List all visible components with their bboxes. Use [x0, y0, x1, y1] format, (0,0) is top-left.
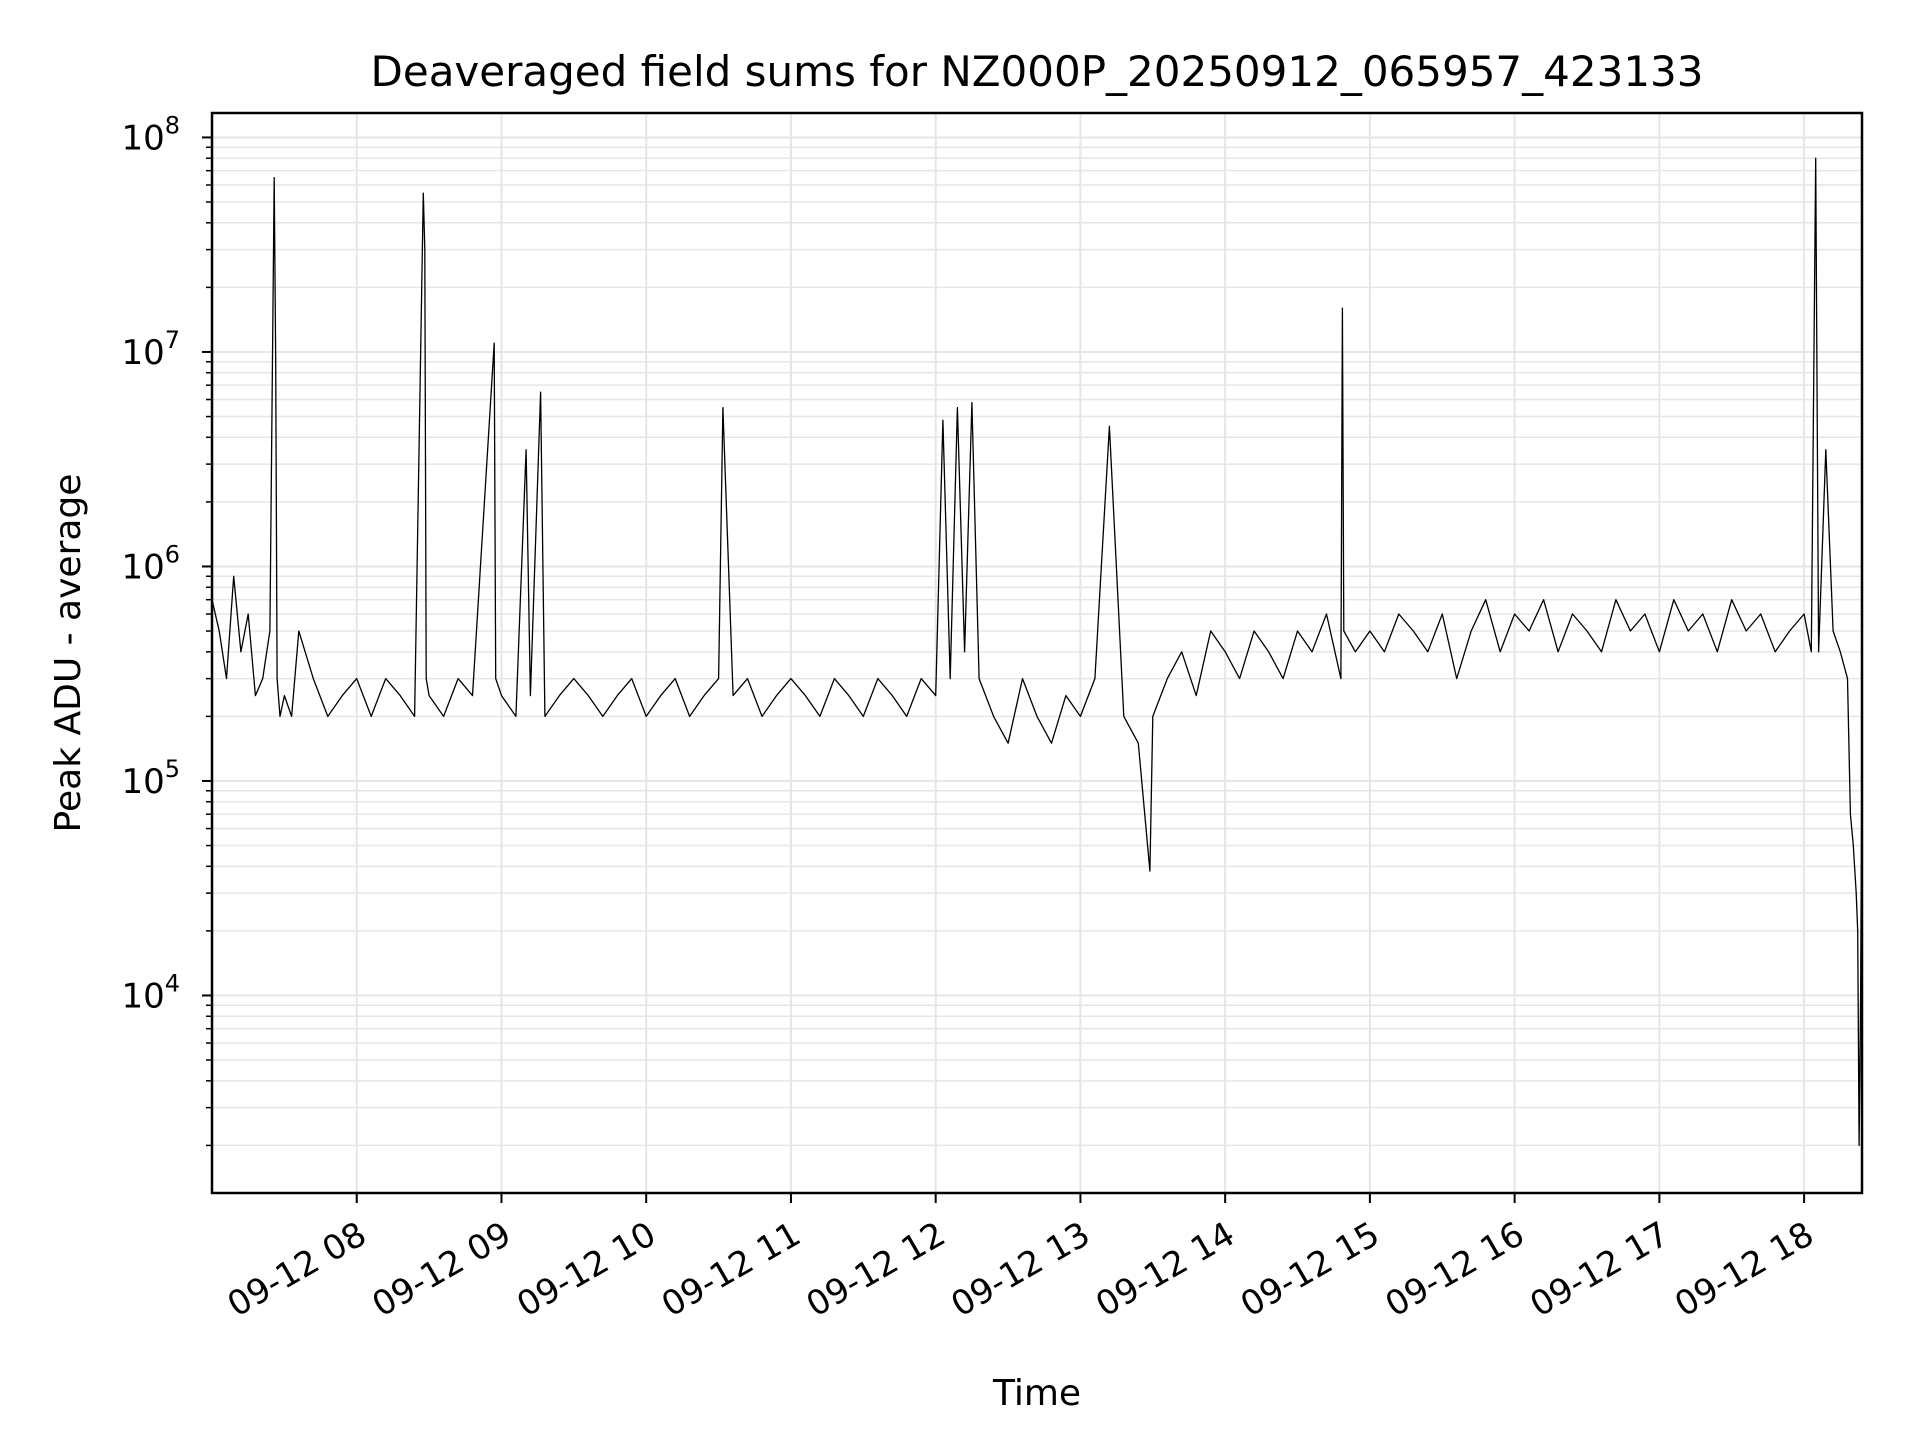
x-axis-label: Time: [992, 1373, 1081, 1414]
grid-lines: [212, 113, 1862, 1193]
y-tick-label: 107: [121, 326, 180, 373]
y-axis: 104 105 106 107 108: [121, 111, 212, 1147]
y-tick-label: 108: [121, 111, 180, 158]
chart-title: Deaveraged field sums for NZ000P_2025091…: [371, 47, 1704, 96]
y-tick-label: 106: [121, 540, 180, 587]
y-tick-label: 104: [121, 969, 180, 1016]
plot-frame: [210, 111, 1864, 1195]
series-group: [211, 157, 1863, 1147]
series-line: [211, 157, 1863, 1147]
y-axis-label: Peak ADU - average: [48, 474, 89, 833]
y-tick-label: 105: [121, 755, 180, 802]
